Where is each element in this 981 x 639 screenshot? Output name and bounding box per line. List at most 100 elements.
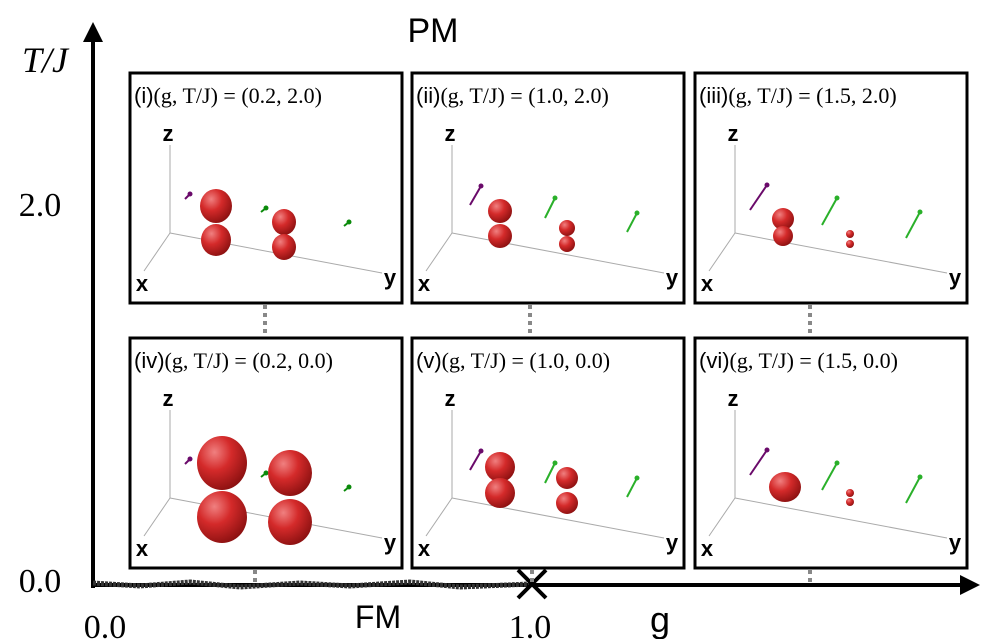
- orbital-lobe: [559, 220, 575, 236]
- region-label: FM: [355, 599, 401, 635]
- axis-label: z: [445, 386, 456, 411]
- orbital-lobe: [272, 234, 296, 260]
- spin-head: [478, 448, 484, 454]
- axis-line: [708, 497, 736, 537]
- panel-params: (g, T/J) = (0.2, 0.0): [165, 348, 333, 373]
- spin-arrow: [469, 450, 482, 471]
- spin-head: [634, 210, 640, 216]
- panel: (iii)(g, T/J) = (1.5, 2.0) z x y: [693, 71, 969, 305]
- axis-label: z: [163, 386, 174, 411]
- orbital-lobe: [559, 236, 575, 252]
- spin-head: [552, 460, 558, 466]
- spin-head: [917, 209, 923, 215]
- spin-head: [263, 205, 269, 211]
- orbital-lobe: [769, 472, 801, 502]
- panel-frame: [693, 336, 969, 570]
- panel-label: (i): [134, 83, 154, 108]
- axis-line: [451, 232, 665, 274]
- axis-line: [143, 497, 171, 537]
- spin-arrow: [469, 185, 482, 206]
- arrowhead: [960, 575, 980, 595]
- orbital-lobe: [197, 436, 247, 490]
- panel-params: (g, T/J) = (1.5, 0.0): [730, 348, 898, 373]
- spin-head: [478, 183, 484, 189]
- critical-point: [516, 568, 548, 600]
- axis-label: z: [163, 121, 174, 146]
- panel-params: (g, T/J) = (1.0, 0.0): [442, 348, 610, 373]
- axis-label: x: [418, 536, 431, 561]
- x-tick-label: 1.0: [509, 609, 552, 639]
- spin-head: [346, 219, 352, 225]
- spin-head: [263, 470, 269, 476]
- panel-title: (iii)(g, T/J) = (1.5, 2.0): [699, 83, 897, 108]
- panel-frame: [128, 71, 404, 305]
- spin-head: [634, 475, 640, 481]
- spin-head: [834, 460, 840, 466]
- panel-title: (i)(g, T/J) = (0.2, 2.0): [134, 83, 322, 108]
- panel-label: (vi): [699, 348, 730, 373]
- axis-line: [734, 497, 948, 539]
- orbital-lobe: [488, 224, 512, 248]
- spin-arrow: [749, 449, 768, 476]
- axis-line: [143, 232, 171, 272]
- orbital-lobe: [268, 499, 312, 545]
- axis-label: x: [701, 271, 714, 296]
- connectors: [253, 305, 812, 582]
- panel-frame: [410, 71, 686, 305]
- axis-line: [451, 497, 665, 539]
- panel-frame: [128, 336, 404, 570]
- y-tick-label: 2.0: [19, 187, 62, 224]
- orbital-lobe: [485, 452, 515, 482]
- axis-line: [425, 497, 453, 537]
- orbital-lobe: [272, 209, 296, 235]
- panel: (i)(g, T/J) = (0.2, 2.0) z x y: [128, 71, 404, 305]
- axis-label: y: [949, 530, 962, 555]
- orbital-lobe: [200, 189, 232, 223]
- axis-line: [425, 232, 453, 272]
- spin-head: [552, 195, 558, 201]
- spin-arrow: [544, 462, 556, 484]
- orbital-lobe: [846, 489, 854, 497]
- spin-arrow: [626, 477, 638, 498]
- orbital-lobe: [201, 224, 231, 256]
- orbital-lobe: [846, 230, 854, 238]
- panel-label: (iii): [699, 83, 728, 108]
- panel-label: (iv): [134, 348, 165, 373]
- panel: (v)(g, T/J) = (1.0, 0.0) z x y: [410, 336, 686, 570]
- axis-label: y: [666, 530, 679, 555]
- axis-label: y: [384, 530, 397, 555]
- spin-arrow: [626, 212, 638, 233]
- spin-head: [187, 456, 193, 462]
- spin-arrow: [544, 197, 556, 219]
- x-axis-label: g: [650, 599, 670, 639]
- spin-head: [834, 195, 840, 201]
- y-axis-label: T/J: [22, 40, 70, 80]
- panel-params: (g, T/J) = (0.2, 2.0): [154, 83, 322, 108]
- axis-label: x: [418, 271, 431, 296]
- axis-line: [708, 232, 736, 272]
- panel: (ii)(g, T/J) = (1.0, 2.0) z x y: [410, 71, 686, 305]
- spin-arrow: [905, 211, 921, 239]
- panels: (i)(g, T/J) = (0.2, 2.0)zx y(ii)(g, T/J) …: [128, 71, 969, 570]
- panel-title: (v)(g, T/J) = (1.0, 0.0): [416, 348, 610, 373]
- region-label: PM: [408, 12, 459, 50]
- orbital-lobe: [772, 208, 794, 230]
- arrowhead: [83, 22, 103, 42]
- axis-label: z: [445, 121, 456, 146]
- panel-title: (vi)(g, T/J) = (1.5, 0.0): [699, 348, 898, 373]
- axis-label: x: [136, 536, 149, 561]
- orbital-lobe: [846, 498, 854, 506]
- orbital-lobe: [773, 226, 793, 246]
- spin-head: [764, 182, 770, 188]
- axis-label: z: [728, 386, 739, 411]
- panel-title: (iv)(g, T/J) = (0.2, 0.0): [134, 348, 333, 373]
- axis-label: z: [728, 121, 739, 146]
- panel-label: (ii): [416, 83, 440, 108]
- spin-arrow: [905, 476, 921, 504]
- axis-label: y: [384, 265, 397, 290]
- orbital-lobe: [556, 467, 578, 489]
- panel-frame: [693, 71, 969, 305]
- spin-head: [917, 474, 923, 480]
- y-tick-label: 0.0: [19, 563, 62, 600]
